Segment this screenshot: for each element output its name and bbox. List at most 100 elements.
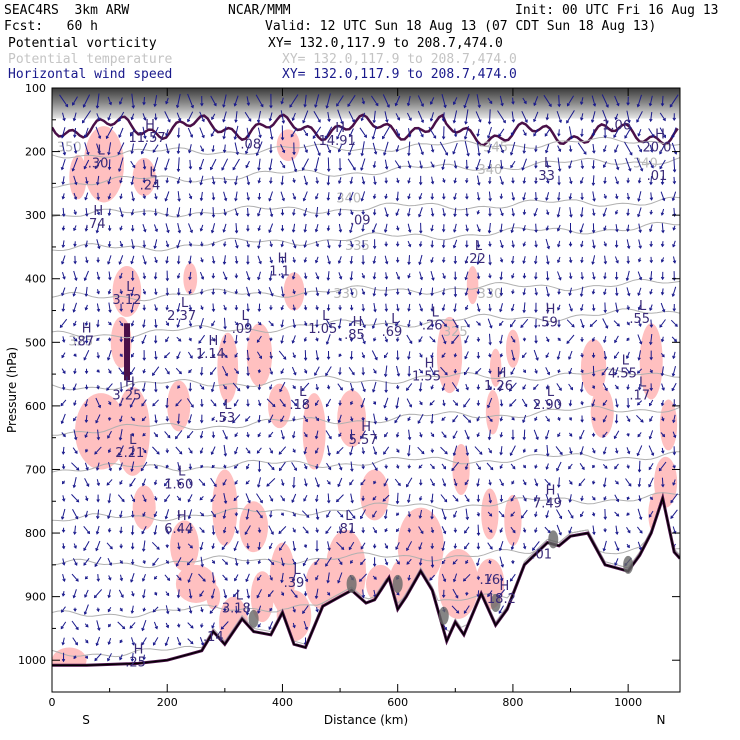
wind-vector bbox=[257, 574, 262, 581]
theta-contour-label: 325 bbox=[443, 325, 468, 340]
wind-vector-head bbox=[523, 369, 527, 374]
wind-vector-head bbox=[130, 309, 134, 314]
wind-vector-head bbox=[246, 545, 250, 550]
wind-vector-head bbox=[211, 560, 216, 564]
wind-vector bbox=[650, 333, 653, 345]
wind-vector-head bbox=[534, 513, 538, 518]
wind-vector bbox=[60, 399, 67, 406]
wind-vector bbox=[361, 398, 366, 408]
wind-vector bbox=[603, 161, 607, 168]
pv-fill-region bbox=[466, 266, 479, 305]
wind-vector bbox=[510, 526, 516, 533]
wind-vector-head bbox=[257, 577, 261, 581]
wind-vector-head bbox=[466, 498, 470, 503]
wind-vector-head bbox=[475, 167, 479, 171]
pv-extremum: .08 bbox=[240, 137, 261, 152]
wind-vector-head bbox=[246, 434, 250, 438]
wind-vector-head bbox=[291, 435, 296, 439]
wind-vector-head bbox=[615, 260, 619, 264]
wind-vector-head bbox=[477, 182, 481, 186]
wind-vector-head bbox=[303, 275, 308, 280]
wind-vector bbox=[546, 255, 549, 264]
wind-vector bbox=[499, 176, 504, 185]
wind-vector-head bbox=[395, 338, 400, 343]
wind-vector-head bbox=[556, 356, 561, 361]
pv-extremum-type: H bbox=[177, 509, 187, 524]
wind-vector-head bbox=[74, 642, 78, 646]
wind-vector bbox=[465, 463, 469, 470]
pv-extremum-value: .24 bbox=[140, 179, 161, 194]
wind-vector-head bbox=[142, 560, 146, 565]
wind-vector bbox=[304, 287, 307, 296]
wind-vector bbox=[510, 573, 516, 582]
wind-vector bbox=[108, 208, 111, 216]
wind-vector-head bbox=[510, 308, 515, 312]
wind-vector-head bbox=[548, 103, 552, 108]
wind-vector bbox=[511, 192, 515, 201]
wind-vector-head bbox=[247, 450, 251, 454]
wind-vector bbox=[395, 208, 400, 216]
wind-vector-head bbox=[223, 291, 227, 295]
wind-vector bbox=[327, 192, 330, 201]
wind-vector-head bbox=[499, 403, 504, 407]
wind-vector-head bbox=[303, 322, 308, 327]
wind-vector-head bbox=[71, 168, 75, 172]
wind-vector bbox=[418, 207, 423, 217]
wind-vector bbox=[499, 540, 504, 551]
wind-vector-head bbox=[580, 402, 584, 406]
wind-vector bbox=[498, 128, 505, 137]
wind-vector bbox=[338, 177, 342, 184]
wind-vector bbox=[164, 352, 171, 358]
wind-vector-head bbox=[603, 529, 607, 533]
wind-vector-head bbox=[557, 244, 561, 248]
wind-vector-head bbox=[129, 625, 133, 629]
wind-vector-head bbox=[328, 324, 332, 329]
wind-vector-head bbox=[62, 117, 66, 122]
wind-vector-head bbox=[246, 403, 250, 407]
wind-vector bbox=[131, 113, 135, 120]
wind-vector bbox=[255, 94, 264, 107]
wind-vector-head bbox=[97, 150, 101, 155]
wind-vector-head bbox=[176, 134, 181, 139]
wind-vector bbox=[637, 445, 643, 456]
wind-vector bbox=[129, 622, 136, 629]
wind-vector-head bbox=[198, 166, 203, 171]
wind-vector bbox=[268, 431, 274, 438]
wind-vector-head bbox=[613, 435, 617, 440]
wind-vector-head bbox=[568, 417, 572, 421]
wind-vector-head bbox=[315, 243, 319, 248]
wind-vector bbox=[566, 334, 575, 344]
wind-vector-head bbox=[107, 244, 112, 248]
wind-vector bbox=[385, 286, 388, 296]
wind-vector bbox=[118, 367, 124, 375]
wind-vector-head bbox=[557, 103, 561, 108]
wind-vector-head bbox=[396, 308, 400, 312]
pv-column bbox=[124, 323, 131, 381]
wind-vector bbox=[670, 509, 678, 519]
wind-vector bbox=[510, 463, 516, 470]
wind-vector-head bbox=[441, 244, 446, 249]
wind-vector-head bbox=[212, 338, 216, 342]
wind-vector-head bbox=[188, 150, 192, 154]
wind-vector-head bbox=[535, 403, 539, 407]
wind-vector bbox=[638, 320, 642, 327]
wind-vector bbox=[223, 255, 226, 265]
wind-vector-head bbox=[511, 417, 515, 421]
wind-vector bbox=[223, 126, 227, 139]
wind-vector-head bbox=[545, 514, 549, 519]
wind-vector-head bbox=[315, 450, 319, 454]
wind-vector bbox=[292, 558, 296, 565]
wind-vector bbox=[268, 590, 274, 597]
wind-vector bbox=[395, 271, 400, 280]
wind-vector bbox=[85, 176, 88, 184]
wind-vector-head bbox=[570, 387, 574, 391]
wind-vector-head bbox=[256, 595, 260, 599]
wind-vector bbox=[648, 128, 655, 137]
wind-vector bbox=[465, 508, 468, 520]
wind-vector bbox=[73, 302, 77, 312]
wind-vector-head bbox=[72, 484, 77, 489]
wind-vector bbox=[187, 494, 193, 502]
wind-vector-head bbox=[462, 578, 467, 582]
wind-vector-head bbox=[638, 323, 642, 328]
wind-vector bbox=[73, 476, 77, 488]
